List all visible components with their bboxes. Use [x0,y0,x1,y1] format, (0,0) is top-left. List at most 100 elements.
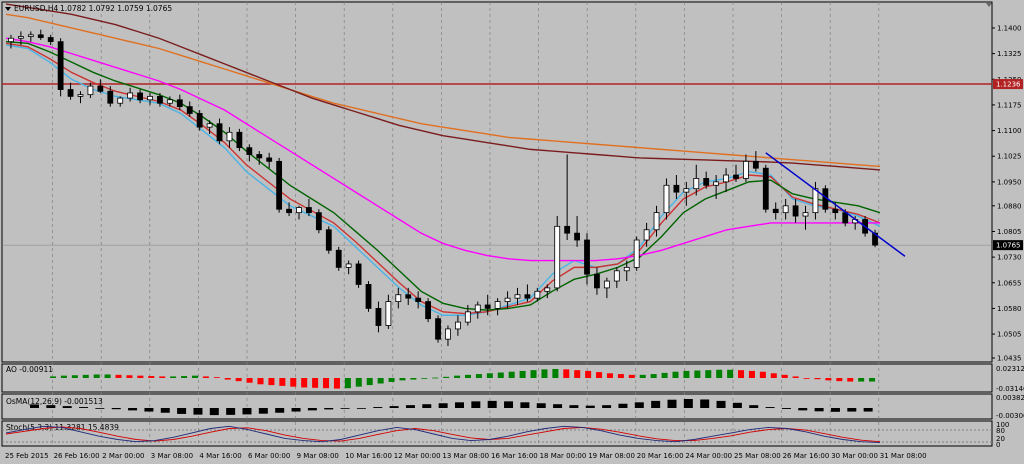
osma-bar [651,400,661,408]
osma-histogram [30,399,873,416]
osma-bar [95,408,105,409]
candle [683,181,690,206]
ao-bar [126,375,133,378]
candle-body [603,280,610,289]
candle-body [8,37,14,43]
moving-average-line [5,3,881,171]
candle [613,267,620,288]
ao-bar [519,370,526,378]
candle-body [37,34,44,38]
ao-bar [661,372,668,378]
ao-bar [93,374,100,378]
candle-body [494,301,501,309]
candle-body [564,225,571,234]
candle [345,260,352,275]
ao-bar [421,378,428,379]
price-tick-label: 1.0950 [997,178,1022,186]
dropdown-triangle-icon[interactable] [5,7,11,11]
price-tick-label: 1.0435 [997,355,1022,363]
candle-body [57,41,64,90]
stoch-pane-border [1,420,993,447]
candle [494,298,501,316]
candle [723,168,729,193]
ao-bar [443,376,450,378]
price-tick-label: 1.0730 [997,254,1022,262]
ao-bar [399,378,406,381]
candle-body [534,290,541,299]
candle-body [157,95,163,104]
candle [97,79,104,93]
ao-pane-border [1,363,993,393]
candle-body [782,205,789,214]
candle [564,154,571,241]
candle-body [693,178,700,190]
osma-bar [160,408,170,413]
candle [355,260,362,288]
price-tick-label: 1.1100 [997,127,1022,135]
candle-body [524,294,531,299]
candle [186,101,193,117]
osma-bar [79,407,89,408]
candle [415,291,422,309]
candle-body [415,297,422,302]
price-tick-label: 1.1400 [997,24,1022,32]
osma-bar [618,403,628,408]
osma-bar [340,408,350,409]
ao-bar [869,378,876,382]
time-label: 16 Mar 16:00 [491,452,538,460]
osma-bar [634,402,644,408]
osma-bar [128,408,138,411]
ao-bar [639,374,646,378]
candle [534,287,541,302]
osma-bar [389,406,399,408]
candle-body [623,266,630,272]
candle-body [405,294,412,299]
candle [157,92,163,107]
candle-body [17,36,24,39]
candle-body [514,294,521,299]
osma-title: OsMA(12,26,9) -0.001513 [6,397,103,406]
osma-bar [177,408,187,414]
stochastic-lines [5,425,881,444]
candle-body [385,301,392,326]
candle-body [584,239,590,275]
candle-body [286,208,292,214]
current-price-label: 1.0765 [996,242,1021,250]
osma-bar [144,408,154,412]
current-price-tag [993,240,1023,251]
stoch-axis-100: 100 [996,421,1009,429]
trendline-group[interactable] [765,152,906,257]
candle-body [554,225,561,289]
candle [633,236,640,271]
osma-bar [226,408,236,415]
candle [445,325,451,347]
ao-bar [159,376,166,378]
ao-bar [705,370,712,378]
candle-body [663,184,670,214]
candle-body [395,294,402,302]
candle-body [633,239,640,268]
ao-bar [541,369,548,378]
candle [772,202,779,220]
time-label: 26 Mar 16:00 [783,452,830,460]
ao-bar [148,376,155,378]
ao-bar [617,374,624,378]
ao-bar [333,378,340,389]
candle [27,31,34,42]
candle [802,205,809,230]
osma-bar [667,399,677,408]
candle [236,128,243,152]
ao-bar [377,378,384,384]
ao-axis-min: -0.03146 [996,385,1024,393]
time-label: 12 Mar 00:00 [394,452,441,460]
candle [226,127,233,148]
symbol-timeframe: EURUSD,H4 [14,4,58,13]
ao-bar [60,375,67,378]
candle [17,31,24,46]
candle [663,178,670,220]
trendline[interactable] [765,152,906,257]
time-label: 6 Mar 00:00 [248,452,290,460]
ao-bar [759,371,766,378]
chart-shift-marker-icon[interactable] [986,3,992,7]
